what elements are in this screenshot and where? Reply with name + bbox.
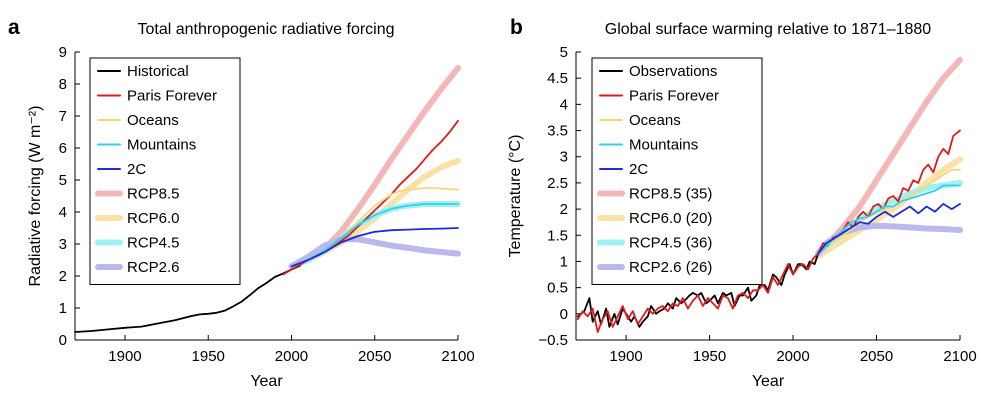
y-tick-label: 0 [59, 332, 67, 349]
y-tick-label: 7 [59, 108, 67, 125]
legend-label-rcp2-6-26: RCP2.6 (26) [629, 259, 712, 276]
legend-label-rcp6-0-20: RCP6.0 (20) [629, 210, 712, 227]
legend-label-rcp8-5: RCP8.5 [127, 186, 180, 203]
y-tick-label: 4 [560, 96, 568, 113]
y-tick-label: 3 [59, 236, 67, 253]
y-tick-label: 3.5 [547, 123, 568, 140]
y-tick-label: 0.5 [547, 280, 568, 297]
x-tick-label: 2100 [441, 348, 474, 365]
y-tick-label: 9 [59, 44, 67, 61]
series-line-rcp6-0-20 [815, 156, 963, 260]
y-tick-label: 0 [560, 306, 568, 323]
legend-label-historical: Historical [127, 63, 189, 80]
y-tick-label: 5 [560, 44, 568, 61]
chart-title: Global surface warming relative to 1871–… [605, 21, 932, 38]
series-line-oceans [817, 168, 961, 255]
legend-label-rcp4-5-36: RCP4.5 (36) [629, 235, 712, 252]
series-line-observations [576, 247, 823, 328]
panel-letter: b [510, 16, 523, 39]
y-tick-label: 6 [59, 140, 67, 157]
legend-label-rcp2-6: RCP2.6 [127, 259, 180, 276]
series-line-2c [817, 202, 961, 255]
legend-label-mountains: Mountains [127, 137, 196, 154]
legend-label-oceans: Oceans [629, 112, 681, 129]
y-tick-label: 3 [560, 149, 568, 166]
y-tick-label: 4.5 [547, 70, 568, 87]
series-line-2c [290, 227, 459, 268]
y-tick-label: 1.5 [547, 227, 568, 244]
x-tick-label: 1950 [192, 348, 225, 365]
x-tick-label: 1950 [693, 348, 726, 365]
series-line-mountains [817, 184, 961, 255]
x-tick-label: 2050 [358, 348, 391, 365]
legend: Observations Paris Forever Oceans Mountains… [591, 57, 763, 285]
y-tick-label: 2 [560, 201, 568, 218]
legend-label-2c: 2C [629, 161, 648, 178]
chart-panel-b: b Global surface warming relative to 1871… [507, 16, 977, 390]
y-tick-label: 1 [560, 253, 568, 270]
x-tick-label: 1900 [108, 348, 141, 365]
x-tick-label: 2100 [943, 348, 976, 365]
x-tick-label: 2050 [860, 348, 893, 365]
series-line-paris-forever [576, 129, 961, 334]
y-axis-label: Radiative forcing (W m⁻²) [27, 106, 44, 287]
legend-label-oceans: Oceans [127, 112, 179, 129]
series-line-rcp2-6 [288, 236, 461, 270]
series-line-rcp8-5 [288, 65, 461, 270]
legend-label-paris-forever: Paris Forever [127, 88, 217, 105]
legend-label-2c: 2C [127, 161, 146, 178]
legend-label-rcp6-0: RCP6.0 [127, 210, 180, 227]
y-tick-label: 5 [59, 172, 67, 189]
legend-label-rcp4-5: RCP4.5 [127, 235, 180, 252]
y-tick-label: 8 [59, 76, 67, 93]
legend-label-mountains: Mountains [629, 137, 698, 154]
panel-letter: a [8, 16, 20, 39]
y-tick-label: 4 [59, 204, 67, 221]
y-tick-label: 1 [59, 300, 67, 317]
chart-title: Total anthropogenic radiative forcing [137, 21, 394, 38]
x-tick-label: 1900 [609, 348, 642, 365]
legend-label-rcp8-5-35: RCP8.5 (35) [629, 186, 712, 203]
y-tick-label: −0.5 [538, 332, 568, 349]
y-tick-label: 2.5 [547, 175, 568, 192]
y-axis-label: Temperature (°C) [507, 135, 524, 258]
y-tick-label: 2 [59, 268, 67, 285]
legend-label-paris-forever: Paris Forever [629, 88, 719, 105]
x-tick-label: 2000 [275, 348, 308, 365]
x-axis-label: Year [752, 373, 785, 390]
legend-label-observations: Observations [629, 63, 717, 80]
x-tick-label: 2000 [776, 348, 809, 365]
x-axis-label: Year [250, 373, 283, 390]
chart-panel-a: a Total anthropogenic radiative forcing 0 1… [8, 16, 475, 390]
series-line-mountains [290, 203, 459, 268]
series-line-historical [74, 264, 301, 333]
legend: Historical Paris Forever Oceans Mountains 2C… [89, 57, 241, 285]
